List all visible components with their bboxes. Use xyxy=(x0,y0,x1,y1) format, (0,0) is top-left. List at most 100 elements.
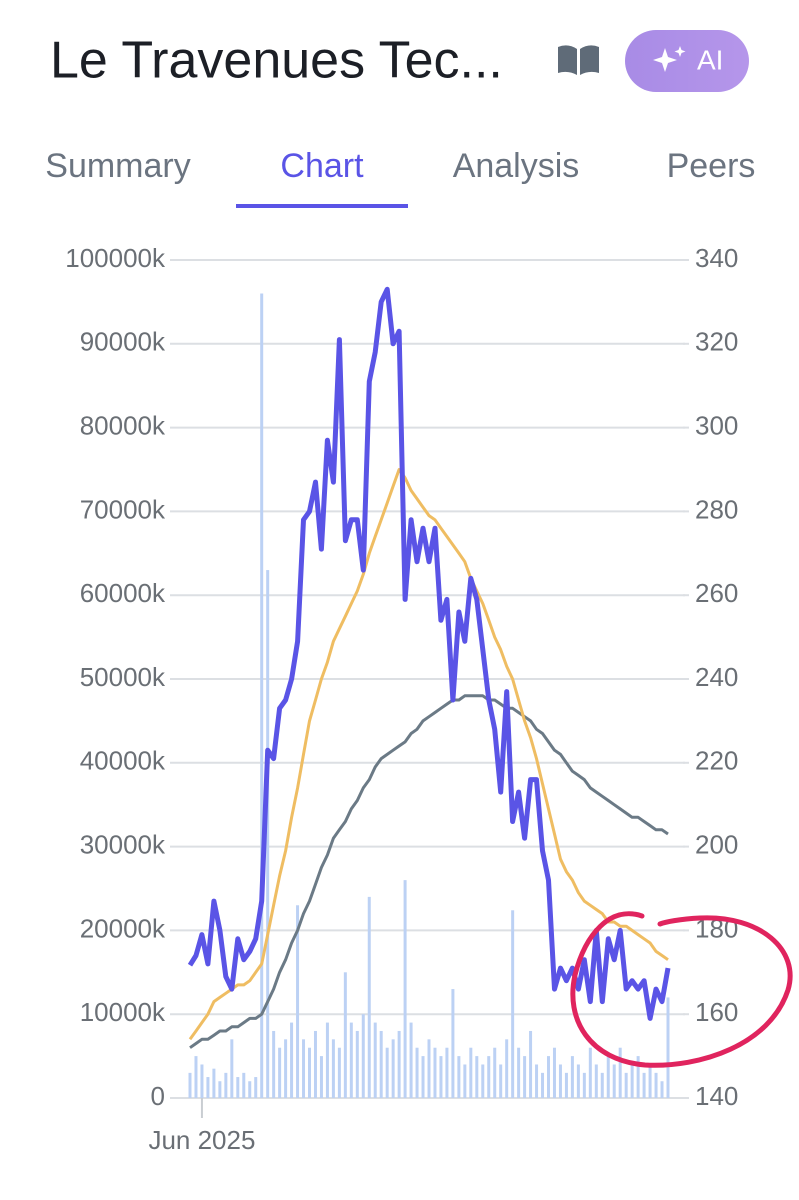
volume-bar xyxy=(511,910,515,1098)
volume-bar xyxy=(654,1072,658,1098)
volume-bar xyxy=(379,1030,383,1098)
volume-bar xyxy=(564,1072,568,1098)
volume-bar xyxy=(403,880,407,1098)
stock-title: Le Travenues Tec... xyxy=(50,32,503,90)
volume-bar xyxy=(576,1064,580,1098)
y-tick-label: 10000k xyxy=(80,997,166,1027)
volume-bar xyxy=(349,1022,353,1098)
y2-tick-label: 220 xyxy=(695,746,738,776)
volume-bar xyxy=(541,1072,545,1098)
volume-bar xyxy=(343,972,347,1098)
sparkle-icon xyxy=(653,46,686,72)
volume-bar xyxy=(230,1039,234,1098)
volume-bar xyxy=(529,1030,533,1098)
y2-tick-label: 240 xyxy=(695,662,738,692)
volume-bar xyxy=(385,1047,389,1098)
tab[interactable]: Chart xyxy=(280,147,364,185)
volume-bar xyxy=(409,1022,413,1098)
volume-bar xyxy=(224,1072,228,1098)
y-tick-label: 30000k xyxy=(80,829,166,859)
chart: 0 10000k 20000k 30000k 40000k 50000k 60000k 700… xyxy=(65,243,738,1155)
volume-bar xyxy=(194,1056,198,1098)
volume-bar xyxy=(535,1064,539,1098)
volume-bar xyxy=(248,1081,252,1098)
volume-bar xyxy=(558,1064,562,1098)
ai-button-bg[interactable] xyxy=(625,30,749,92)
y2-tick-label: 140 xyxy=(695,1081,738,1111)
volume-bar xyxy=(612,1064,616,1098)
volume-bar xyxy=(648,1064,652,1098)
volume-bar xyxy=(588,1047,592,1098)
volume-bar xyxy=(260,293,264,1098)
volume-bar xyxy=(439,1056,443,1098)
tab-underline xyxy=(236,204,408,208)
volume-bar xyxy=(493,1047,497,1098)
y2-tick-label: 280 xyxy=(695,494,738,524)
volume-bar xyxy=(463,1064,467,1098)
volume-bar xyxy=(630,1064,634,1098)
tab[interactable]: Analysis xyxy=(453,147,580,185)
y2-tick-label: 300 xyxy=(695,410,738,440)
ai-button[interactable]: AI xyxy=(625,30,749,92)
volume-bar xyxy=(636,1056,640,1098)
y-tick-label: 20000k xyxy=(80,913,166,943)
volume-bar xyxy=(397,1030,401,1098)
book-icon xyxy=(558,45,599,75)
hand-drawn-circle xyxy=(570,911,793,1068)
y2-tick-label: 340 xyxy=(695,243,738,273)
volume-bar xyxy=(313,1030,317,1098)
volume-bar xyxy=(200,1064,204,1098)
y-tick-label: 50000k xyxy=(80,662,166,692)
volume-bar xyxy=(505,1039,509,1098)
y-tick-label: 80000k xyxy=(80,410,166,440)
volume-bar xyxy=(355,1030,359,1098)
volume-bar xyxy=(475,1056,479,1098)
y2-tick-label: 320 xyxy=(695,327,738,357)
volume-bar xyxy=(325,1022,329,1098)
moving-average-line xyxy=(189,694,669,1049)
volume-bar xyxy=(206,1077,210,1098)
volume-bar xyxy=(308,1047,311,1098)
volume-bar xyxy=(523,1056,527,1098)
volume-bar xyxy=(594,1064,598,1098)
volume-bar xyxy=(660,1081,664,1098)
volume-bar xyxy=(236,1077,240,1098)
tab[interactable]: Summary xyxy=(45,147,190,185)
volume-bar xyxy=(481,1064,485,1098)
volume-bar xyxy=(457,1056,461,1098)
volume-bar xyxy=(296,905,300,1098)
volume-bar xyxy=(331,1039,335,1098)
tab-bar: Summary Chart Analysis Peers xyxy=(45,147,755,208)
volume-bar xyxy=(499,1064,503,1098)
volume-bar xyxy=(517,1047,521,1098)
y-tick-label: 100000k xyxy=(65,243,166,273)
volume-bar xyxy=(547,1056,550,1098)
y-tick-label: 0 xyxy=(151,1081,165,1111)
volume-bar xyxy=(582,1072,586,1098)
y2-tick-label: 260 xyxy=(695,578,738,608)
volume-bar xyxy=(242,1072,246,1098)
y-tick-label: 60000k xyxy=(80,578,166,608)
volume-bar xyxy=(373,1022,377,1098)
volume-bar xyxy=(212,1068,216,1098)
volume-bar xyxy=(451,989,455,1098)
volume-bar xyxy=(361,1014,365,1098)
volume-bar xyxy=(284,1039,288,1098)
y-tick-label: 90000k xyxy=(80,327,166,357)
price-line xyxy=(187,286,671,1021)
ai-label[interactable]: AI xyxy=(697,44,723,75)
moving-average-line xyxy=(188,468,669,1041)
volume-bar xyxy=(367,896,371,1098)
volume-bar xyxy=(391,1039,395,1098)
volume-bar xyxy=(218,1081,222,1098)
volume-bar xyxy=(421,1056,425,1098)
volume-bar xyxy=(415,1047,419,1098)
volume-bar xyxy=(445,1047,449,1098)
volume-bar xyxy=(570,1056,574,1098)
volume-bar xyxy=(254,1077,258,1098)
tab[interactable]: Peers xyxy=(667,147,756,185)
volume-bar xyxy=(302,1039,306,1098)
volume-bar xyxy=(606,1056,610,1098)
volume-bar xyxy=(624,1072,628,1098)
